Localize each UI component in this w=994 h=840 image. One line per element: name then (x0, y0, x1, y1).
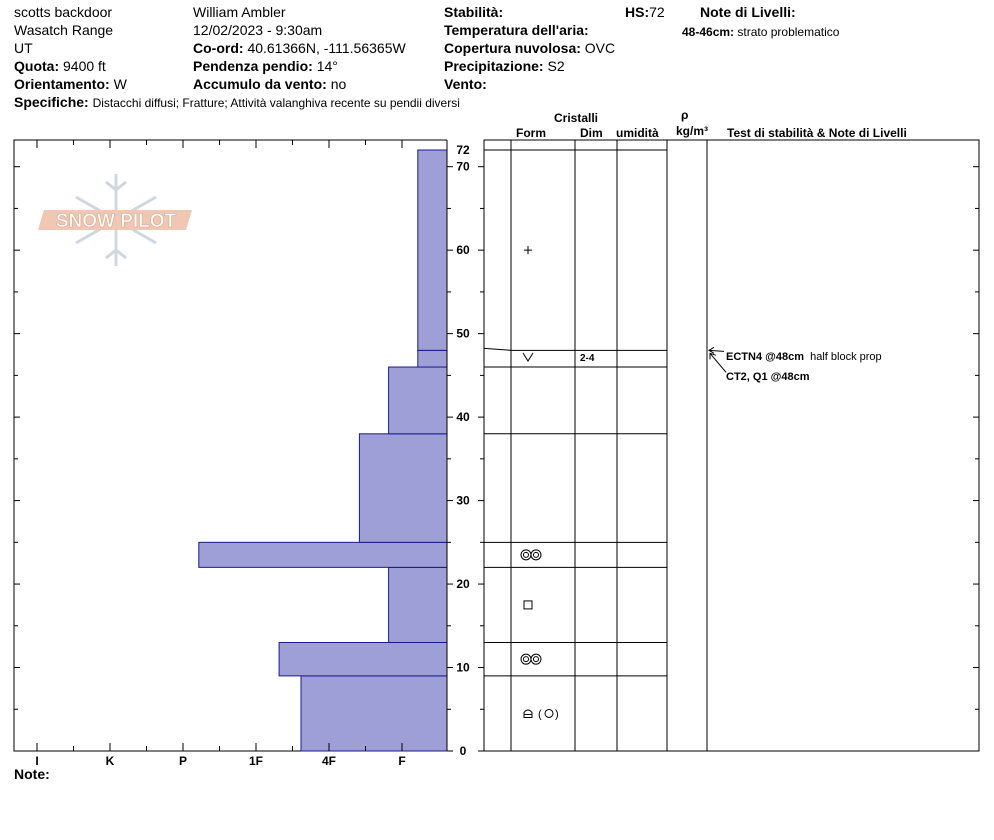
coordinates: Co-ord: 40.61366N, -111.56365W (193, 40, 406, 56)
hardness-label: 1F (249, 754, 263, 768)
ring-outer (530, 653, 542, 665)
ring-outer (520, 549, 532, 561)
hardness-bar-7 (417, 149, 448, 351)
crystals-header: Cristalli (554, 111, 599, 125)
table-frame (483, 139, 980, 752)
snowpilot-logo: SNOW PILOT (38, 174, 192, 266)
plot-frame (13, 139, 447, 752)
air-temp-label: Temperatura dell'aria: (444, 22, 589, 38)
layer-notes-label: Note di Livelli: (700, 4, 796, 20)
paren-left: ( (538, 708, 542, 720)
datetime: 12/02/2023 - 9:30am (193, 22, 323, 38)
snow-height: HS:72 (625, 4, 665, 20)
elevation: Quota: 9400 ft (14, 58, 106, 74)
logo-text: SNOW PILOT (56, 211, 177, 232)
stability-label: Stabilità: (444, 4, 504, 20)
test-arrow-ct (709, 353, 727, 373)
tests-header: Test di stabilità & Note di Livelli (727, 126, 907, 140)
wind-loading: Accumulo da vento: no (193, 76, 347, 92)
depth-tick-label: 50 (456, 327, 470, 341)
rounding-faceted-icon: () (523, 708, 559, 720)
paren-right: ) (555, 708, 559, 720)
hardness-label: 4F (322, 754, 336, 768)
depth-tick-label: 40 (456, 410, 470, 424)
hardness-bar-4 (358, 433, 448, 543)
hardness-bar-1 (278, 641, 448, 677)
square (523, 600, 533, 610)
notes-label: Note: (14, 766, 50, 782)
depth-tick-label: 0 (460, 744, 467, 758)
v-shape (522, 352, 534, 362)
ring-outer (520, 653, 532, 665)
hardness-bar-5 (388, 366, 448, 435)
range: Wasatch Range (14, 22, 114, 38)
depth-tick-label: 72 (456, 143, 470, 157)
test-ectn: ECTN4 @48cm half block prop (726, 351, 882, 363)
hardness-bar-3 (198, 541, 448, 568)
size-header: Dim (580, 126, 603, 140)
hardness-bar-2 (388, 566, 448, 643)
melt-forms-icon (520, 653, 542, 665)
depth-tick-label: 60 (456, 243, 470, 257)
state: UT (14, 40, 33, 56)
sky-cover: Copertura nuvolosa: OVC (444, 40, 616, 56)
wind-label: Vento: (444, 76, 487, 92)
density-unit-header: kg/m³ (676, 124, 709, 138)
moisture-header: umidità (616, 126, 659, 140)
hardness-label: I (35, 754, 38, 768)
ring-inner (523, 551, 529, 558)
depth-hoar-icon (522, 352, 534, 362)
ring-inner (533, 656, 539, 663)
hardness-bar-6 (417, 349, 448, 368)
hardness-label: P (179, 754, 187, 768)
form-header: Form (516, 126, 546, 140)
new-snow-icon (524, 246, 532, 255)
location: scotts backdoor (14, 4, 113, 20)
rho-header: ρ (681, 108, 689, 122)
depth-tick-label: 70 (456, 160, 470, 174)
depth-tick-label: 20 (456, 577, 470, 591)
round-grain (544, 708, 554, 718)
ring-outer (530, 549, 542, 561)
arrowhead-icon (709, 352, 717, 360)
hardness-bar-0 (300, 675, 448, 752)
aspect: Orientamento: W (14, 76, 127, 92)
ring-inner (523, 656, 529, 663)
arrowhead-icon (708, 346, 715, 354)
specifics: Specifiche: Distacchi diffusi; Fratture;… (14, 94, 460, 110)
grain-size-label: 2-4 (580, 353, 595, 364)
slope: Pendenza pendio: 14° (193, 58, 338, 74)
hardness-label: K (106, 754, 115, 768)
test-ct: CT2, Q1 @48cm (726, 371, 810, 383)
layer-connector (483, 347, 512, 351)
test-arrow-ectn (708, 349, 725, 352)
depth-tick-label: 10 (456, 661, 470, 675)
layer-note: 48-46cm: strato problematico (682, 25, 840, 39)
rounded-square (523, 709, 533, 718)
melt-forms-icon (520, 549, 542, 561)
hardness-plot: 0 10 20 30 40 50 60 70 72 I K P 1F 4F F (13, 139, 470, 768)
faceted-icon (523, 600, 533, 610)
layer-table: () 2-4 (478, 139, 980, 752)
observer: William Ambler (193, 4, 286, 20)
precipitation: Precipitazione: S2 (444, 58, 565, 74)
depth-tick-label: 30 (456, 494, 470, 508)
hardness-label: F (398, 754, 405, 768)
ring-inner (533, 551, 539, 558)
